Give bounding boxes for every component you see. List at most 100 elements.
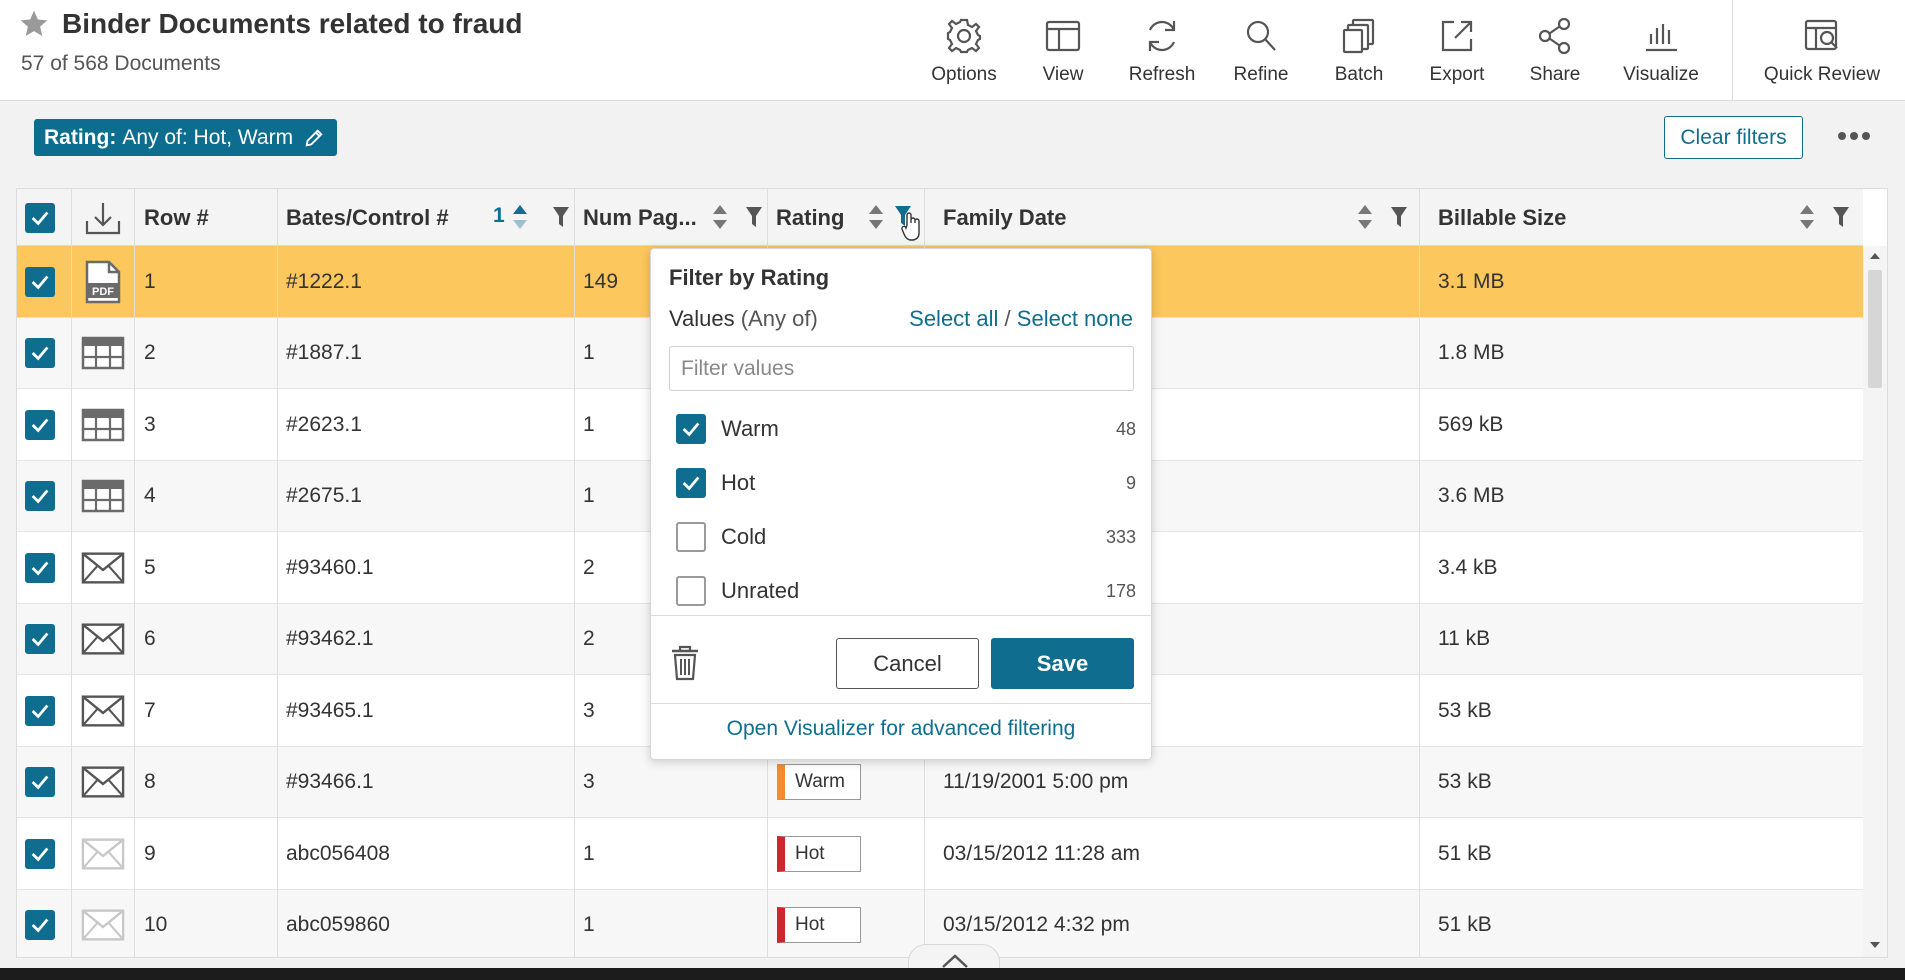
sort-icon[interactable] [711,203,729,231]
rating-filter-chip[interactable]: Rating: Any of: Hot, Warm [34,119,338,156]
export-button[interactable]: Export [1408,0,1506,100]
file-type-cell [81,604,125,675]
filter-icon[interactable] [1389,204,1409,230]
billable-size: 1.8 MB [1438,341,1505,364]
refine-label: Refine [1233,64,1289,85]
billable-size: 569 kB [1438,412,1504,436]
visualize-button[interactable]: Visualize [1604,0,1718,100]
rating-option-cold[interactable]: Cold 333 [676,520,1136,554]
share-button[interactable]: Share [1506,0,1604,100]
quick-review-label: Quick Review [1763,64,1881,85]
sort-order-number: 1 [493,204,505,227]
option-count: 48 [1115,418,1136,439]
clear-filters-button[interactable]: Clear filters [1664,116,1803,159]
view-button[interactable]: View [1014,0,1112,100]
col-header-row[interactable]: Row # [144,204,209,230]
filter-icon[interactable] [1831,204,1851,230]
sort-icon[interactable] [1798,203,1816,231]
sort-ascending-icon[interactable] [511,203,529,231]
refresh-label: Refresh [1128,64,1196,85]
open-visualizer-link[interactable]: Open Visualizer for advanced filtering [726,717,1076,740]
email-icon [81,837,125,870]
pdf-file-icon: PDF [85,260,121,303]
select-none-link[interactable]: Select none [1016,306,1133,331]
option-label: Hot [721,470,756,495]
row-number: 5 [144,555,156,579]
search-icon [1246,20,1276,51]
col-header-billable-size[interactable]: Billable Size [1438,204,1567,230]
row-checkbox[interactable] [25,767,55,797]
visualize-label: Visualize [1623,64,1699,85]
col-header-family-date[interactable]: Family Date [943,204,1067,230]
file-type-cell [81,532,125,603]
row-checkbox[interactable] [25,481,55,511]
star-icon[interactable] [18,8,50,40]
email-icon [81,623,125,655]
cancel-button[interactable]: Cancel [836,638,979,689]
row-checkbox[interactable] [25,338,55,368]
row-select-cell [25,246,55,317]
select-all-link[interactable]: Select all [909,306,999,331]
billable-size: 11 kB [1438,627,1491,650]
row-number: 4 [144,484,156,507]
window-bottom-edge [0,968,1905,980]
rating-option-warm[interactable]: Warm 48 [676,412,1136,446]
row-checkbox[interactable] [25,838,55,869]
col-header-rating[interactable]: Rating [776,204,845,230]
bates-number: #1887.1 [286,341,362,364]
export-label: Export [1429,64,1485,85]
scroll-up-icon[interactable] [1869,252,1881,260]
active-filter-icon[interactable] [893,203,923,243]
num-pages: 2 [583,627,595,650]
sort-icon[interactable] [867,203,885,231]
row-number: 9 [144,841,156,865]
rating-option-unrated[interactable]: Unrated 178 [676,574,1136,608]
row-checkbox[interactable] [25,552,55,583]
scroll-down-icon[interactable] [1869,941,1881,949]
col-header-bates[interactable]: Bates/Control # [286,204,449,230]
quick-review-button[interactable]: Quick Review [1739,0,1905,100]
table-row[interactable]: 9 abc056408 1 Hot 03/15/2012 11:28 am 51 kB [17,818,1863,890]
billable-size: 3.4 kB [1438,555,1498,579]
option-checkbox[interactable] [676,522,706,552]
refine-button[interactable]: Refine [1212,0,1310,100]
option-checkbox[interactable] [676,576,706,606]
row-checkbox[interactable] [25,266,55,297]
trash-icon[interactable] [669,645,701,681]
bates-number: #93465.1 [286,698,374,722]
row-checkbox[interactable] [25,910,55,940]
more-options-icon[interactable] [1836,124,1872,148]
billable-size: 51 kB [1438,841,1492,865]
filter-icon[interactable] [551,204,571,230]
table-row[interactable]: 10 abc059860 1 Hot 03/15/2012 4:32 pm 51 kB [17,889,1863,958]
vertical-scrollbar[interactable] [1863,246,1887,957]
row-checkbox[interactable] [25,409,55,440]
option-checkbox[interactable] [676,468,706,498]
select-all-checkbox[interactable] [25,202,55,233]
scroll-thumb[interactable] [1868,270,1882,388]
select-links: Select all / Select none [909,306,1133,332]
rating-cell: Hot [777,890,861,958]
row-checkbox[interactable] [25,624,55,654]
filter-values-input[interactable] [669,346,1134,391]
save-button[interactable]: Save [991,638,1134,689]
rating-cell: Hot [777,818,861,889]
quick-review-icon [1804,19,1838,51]
option-count: 333 [1105,526,1136,547]
batch-button[interactable]: Batch [1310,0,1408,100]
filter-icon[interactable] [744,204,764,230]
pencil-icon[interactable] [303,127,325,149]
download-icon[interactable] [83,199,123,237]
spreadsheet-icon [81,336,125,370]
option-checkbox[interactable] [676,414,706,444]
sort-icon[interactable] [1356,203,1374,231]
options-button[interactable]: Options [914,0,1014,100]
refresh-icon [1148,20,1176,52]
refresh-button[interactable]: Refresh [1112,0,1212,100]
row-number: 3 [144,412,156,436]
col-header-pages[interactable]: Num Pag... [583,204,697,230]
row-number: 8 [144,770,156,793]
rating-option-hot[interactable]: Hot 9 [676,466,1136,500]
options-label: Options [931,64,997,85]
row-checkbox[interactable] [25,695,55,726]
